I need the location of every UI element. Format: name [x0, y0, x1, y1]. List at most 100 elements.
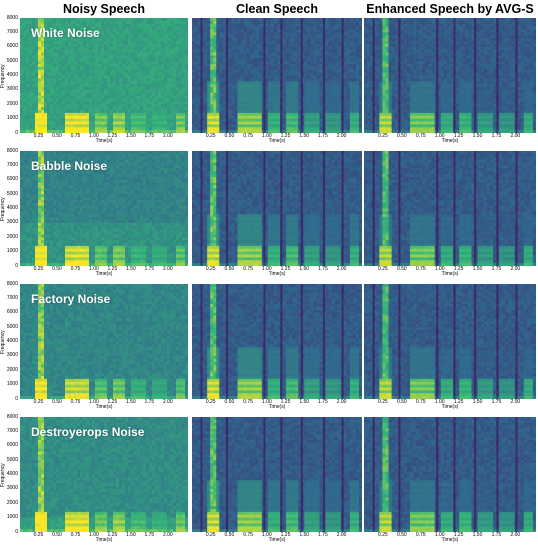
- y-tick-label: 5000: [4, 58, 18, 64]
- y-tick-label: 0: [4, 396, 18, 402]
- y-tick-label: 2000: [4, 101, 18, 107]
- x-tick-label: 1.25: [449, 533, 469, 538]
- spectrogram-svg: [192, 284, 362, 399]
- x-tick-label: 0.25: [373, 267, 393, 272]
- spectrogram-image: [364, 417, 536, 532]
- x-tick-label: 2.00: [158, 533, 178, 538]
- x-tick-label: 1.50: [468, 134, 488, 139]
- spectrogram-svg: [364, 151, 536, 266]
- x-tick-label: 0.25: [201, 267, 221, 272]
- x-tick-label: 1.75: [313, 533, 333, 538]
- y-tick-label: 0: [4, 263, 18, 269]
- spectrogram-image: [192, 284, 362, 399]
- spectrogram-svg: [364, 417, 536, 532]
- y-tick-label: 3000: [4, 486, 18, 491]
- x-tick-label: 1.75: [486, 400, 506, 405]
- x-tick-label: 2.00: [332, 134, 352, 139]
- x-tick-label: 0.50: [47, 134, 67, 139]
- x-tick-label: 1.50: [121, 400, 141, 405]
- x-tick-label: 0.50: [392, 267, 412, 272]
- x-tick-label: 0.75: [238, 134, 258, 139]
- y-tick-label: 7000: [4, 162, 18, 168]
- x-tick-label: 1.00: [430, 533, 450, 538]
- spectrogram-svg: [20, 417, 188, 532]
- x-tick-label: 0.75: [238, 533, 258, 538]
- y-tick-label: 4000: [4, 339, 18, 344]
- x-tick-label: 0.50: [219, 533, 239, 538]
- spectrogram-svg: [364, 18, 536, 133]
- x-tick-label: 1.00: [84, 134, 104, 139]
- spectrogram-image: [364, 284, 536, 399]
- x-tick-label: 1.75: [313, 400, 333, 405]
- x-tick-label: 0.50: [392, 533, 412, 538]
- x-tick-label: 0.25: [28, 533, 48, 538]
- x-tick-label: 0.75: [65, 134, 85, 139]
- y-axis-label: Frequency: [0, 64, 6, 88]
- x-tick-label: 1.75: [486, 267, 506, 272]
- x-tick-label: 2.00: [332, 267, 352, 272]
- y-tick-label: 5000: [4, 324, 18, 330]
- x-tick-label: 0.50: [47, 533, 67, 538]
- noise-type-label: White Noise: [31, 26, 100, 40]
- y-tick-label: 8000: [4, 148, 18, 154]
- x-tick-label: 1.25: [102, 400, 122, 405]
- x-tick-label: 1.50: [121, 267, 141, 272]
- x-tick-label: 0.50: [47, 400, 67, 405]
- y-axis-label: Frequency: [0, 197, 6, 221]
- spectrogram-image: [20, 417, 188, 532]
- x-tick-label: 0.50: [219, 400, 239, 405]
- x-tick-label: 0.75: [238, 267, 258, 272]
- y-tick-label: 1000: [4, 515, 18, 520]
- x-axis-label: Time(s): [435, 405, 465, 410]
- spectrogram-image: [364, 151, 536, 266]
- spectrogram-svg: [364, 284, 536, 399]
- noise-type-label: Factory Noise: [31, 292, 110, 306]
- x-tick-label: 1.50: [294, 267, 314, 272]
- x-tick-label: 1.00: [430, 134, 450, 139]
- y-axis-label: Frequency: [0, 463, 6, 487]
- x-tick-label: 1.50: [121, 533, 141, 538]
- x-tick-label: 1.00: [257, 533, 277, 538]
- x-tick-label: 1.25: [276, 400, 296, 405]
- spectrogram-image: [20, 284, 188, 399]
- x-axis-label: Time(s): [262, 538, 292, 543]
- y-tick-label: 6000: [4, 177, 18, 182]
- x-tick-label: 0.50: [219, 267, 239, 272]
- x-tick-label: 0.25: [201, 533, 221, 538]
- y-tick-label: 5000: [4, 191, 18, 197]
- x-tick-label: 0.75: [411, 134, 431, 139]
- spectrogram-image: [364, 18, 536, 133]
- x-tick-label: 1.50: [294, 533, 314, 538]
- x-tick-label: 2.00: [332, 533, 352, 538]
- x-axis-label: Time(s): [89, 405, 119, 410]
- x-tick-label: 1.00: [84, 267, 104, 272]
- y-tick-label: 3000: [4, 353, 18, 358]
- x-tick-label: 0.75: [65, 400, 85, 405]
- y-tick-label: 7000: [4, 428, 18, 434]
- x-tick-label: 2.00: [158, 134, 178, 139]
- x-tick-label: 2.00: [158, 400, 178, 405]
- x-tick-label: 0.75: [411, 267, 431, 272]
- y-tick-label: 8000: [4, 15, 18, 21]
- y-tick-label: 3000: [4, 220, 18, 225]
- x-tick-label: 1.25: [102, 267, 122, 272]
- x-tick-label: 0.25: [201, 134, 221, 139]
- spectrogram-image: [20, 18, 188, 133]
- spectrogram-svg: [20, 151, 188, 266]
- column-header-clean: Clean Speech: [192, 2, 362, 16]
- x-tick-label: 1.75: [313, 134, 333, 139]
- x-tick-label: 0.75: [411, 400, 431, 405]
- x-tick-label: 0.50: [392, 134, 412, 139]
- y-tick-label: 7000: [4, 295, 18, 301]
- x-tick-label: 1.25: [276, 267, 296, 272]
- x-tick-label: 2.00: [332, 400, 352, 405]
- x-tick-label: 1.50: [294, 134, 314, 139]
- x-tick-label: 1.50: [468, 267, 488, 272]
- x-tick-label: 1.50: [121, 134, 141, 139]
- x-tick-label: 1.75: [313, 267, 333, 272]
- x-axis-label: Time(s): [435, 272, 465, 277]
- y-tick-label: 0: [4, 529, 18, 535]
- x-tick-label: 1.75: [139, 267, 159, 272]
- x-axis-label: Time(s): [262, 405, 292, 410]
- y-tick-label: 1000: [4, 382, 18, 387]
